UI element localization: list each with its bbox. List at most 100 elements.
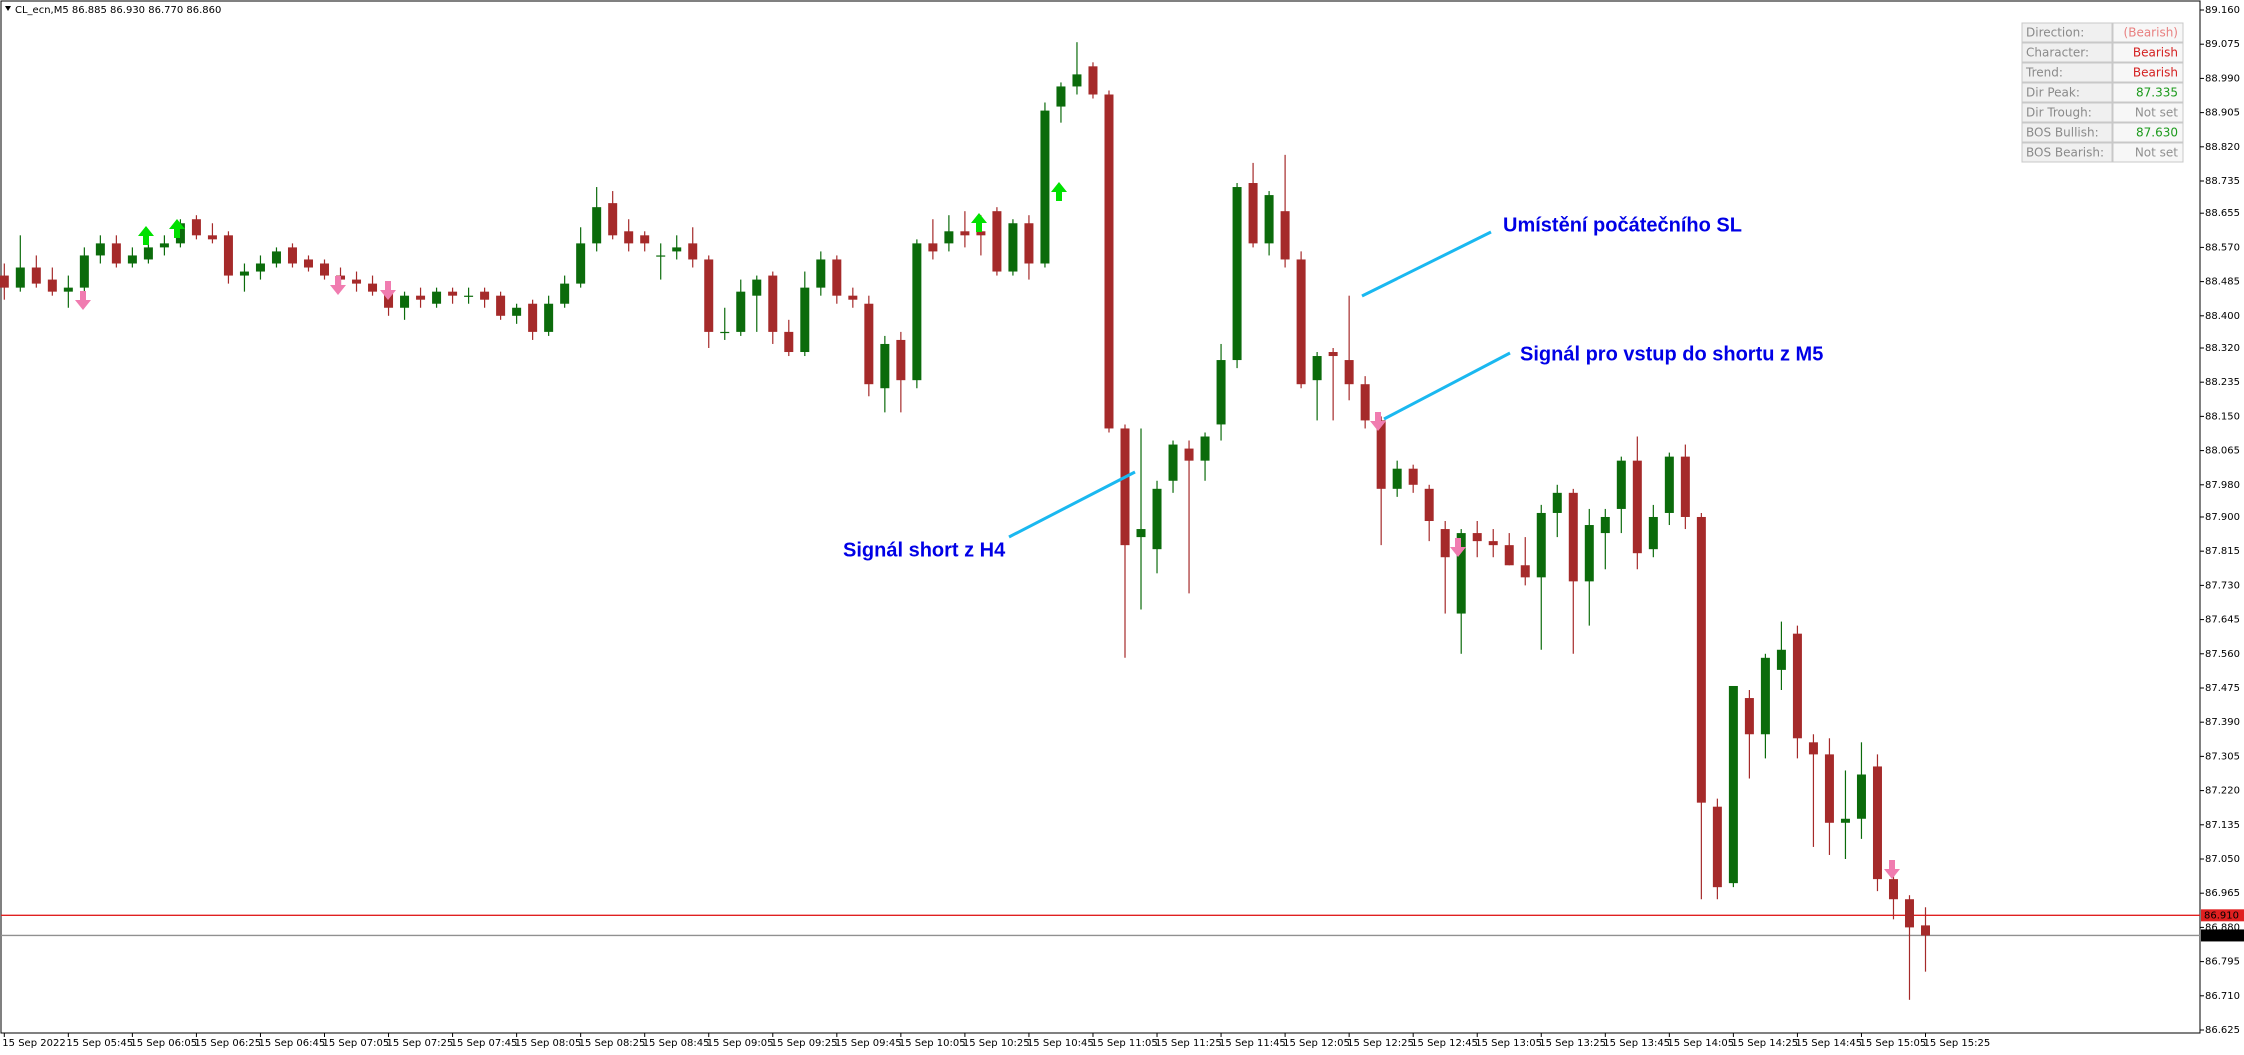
candle-body: [1664, 456, 1674, 513]
panel-label-cell: [2021, 122, 2113, 143]
y-tick-label: 88.485: [2205, 277, 2240, 288]
candle-body: [31, 267, 41, 284]
candle-body: [1760, 657, 1770, 735]
y-tick-label: 88.905: [2205, 108, 2240, 119]
candle-body: [672, 247, 682, 252]
candle-body: [704, 259, 714, 332]
candle-body: [255, 263, 265, 272]
panel-value: 87.630: [2136, 126, 2178, 140]
x-tick-label: 15 Sep 12:25: [1347, 1038, 1414, 1049]
candle-body: [432, 291, 442, 304]
candle-body: [1888, 879, 1898, 900]
y-tick-label: 86.965: [2205, 888, 2240, 899]
candle-body: [928, 243, 938, 252]
candle-body: [592, 207, 602, 244]
candle-body: [159, 243, 169, 248]
y-tick-label: 87.645: [2205, 615, 2240, 626]
y-tick-label: 86.710: [2205, 991, 2240, 1002]
candle-body: [816, 259, 826, 288]
price-tag: [2201, 929, 2244, 942]
panel-label-cell: [2021, 142, 2113, 163]
y-tick-label: 87.815: [2205, 546, 2240, 557]
candle-body: [1344, 360, 1354, 385]
buy-arrow: [1051, 182, 1067, 201]
x-tick-label: 15 Sep 14:25: [1731, 1038, 1798, 1049]
candle-body: [1440, 529, 1450, 558]
y-tick-label: 87.900: [2205, 512, 2240, 523]
annotation: Signál short z H4: [843, 539, 1006, 561]
candle-body: [1008, 223, 1018, 272]
candle-body: [175, 223, 185, 244]
panel-value: Bearish: [2133, 46, 2178, 60]
sell-arrow: [1884, 860, 1900, 879]
candle-body: [111, 243, 121, 264]
candle-body: [384, 291, 394, 308]
x-tick-label: 15 Sep 14:45: [1795, 1038, 1862, 1049]
candle-body: [1232, 187, 1242, 361]
x-tick-label: 15 Sep 06:05: [130, 1038, 197, 1049]
panel-value: 87.335: [2136, 86, 2178, 100]
panel-label: Character:: [2026, 46, 2089, 60]
candle-body: [688, 243, 698, 260]
candle-body: [1472, 533, 1482, 542]
candle-body: [1424, 488, 1434, 522]
candle-body: [864, 303, 874, 385]
panel-value: (Bearish): [2124, 26, 2178, 40]
panel-value-cell: [2112, 102, 2184, 123]
candle-body: [1648, 516, 1658, 550]
candle-body: [768, 275, 778, 332]
x-tick-label: 15 Sep 15:25: [1924, 1038, 1991, 1049]
candle-body: [1680, 456, 1690, 517]
candle-body: [944, 231, 954, 244]
candle-body: [448, 291, 458, 296]
candle-body: [1248, 183, 1258, 244]
candle-body: [1488, 541, 1498, 546]
candle-body: [1152, 488, 1162, 550]
y-tick-label: 88.065: [2205, 446, 2240, 457]
x-tick-label: 15 Sep 11:45: [1219, 1038, 1286, 1049]
candle-body: [1104, 94, 1114, 429]
candle-body: [303, 259, 313, 268]
y-tick-label: 88.400: [2205, 311, 2240, 322]
x-tick-label: 15 Sep 08:45: [643, 1038, 710, 1049]
candle-body: [0, 275, 9, 288]
y-tick-label: 88.570: [2205, 242, 2240, 253]
candle-body: [960, 231, 970, 236]
panel-label: BOS Bearish:: [2026, 146, 2104, 160]
y-tick-label: 87.390: [2205, 717, 2240, 728]
candle-body: [1296, 259, 1306, 385]
candle-body: [880, 343, 890, 389]
candle-body: [1392, 468, 1402, 489]
candle-body: [1408, 468, 1418, 485]
x-tick-label: 15 Sep 07:45: [451, 1038, 518, 1049]
candle-body: [640, 235, 650, 244]
candle-body: [848, 295, 858, 300]
candle-body: [528, 303, 538, 332]
x-tick-label: 15 Sep 07:25: [387, 1038, 454, 1049]
y-tick-label: 87.050: [2205, 854, 2240, 865]
panel-label-cell: [2021, 62, 2113, 83]
x-tick-label: 15 Sep 13:45: [1603, 1038, 1670, 1049]
x-tick-label: 15 Sep 15:05: [1859, 1038, 1926, 1049]
y-tick-label: 87.730: [2205, 580, 2240, 591]
annotation-lines: [1008, 230, 1511, 539]
panel-value-cell: [2112, 82, 2184, 103]
candle-body: [1728, 685, 1738, 884]
buy-arrow: [169, 219, 185, 238]
candle-body: [576, 243, 586, 284]
x-tick-label: 15 Sep 10:45: [1027, 1038, 1094, 1049]
y-tick-label: 87.980: [2205, 480, 2240, 491]
x-tick-label: 15 Sep 08:05: [515, 1038, 582, 1049]
panel-label-cell: [2021, 102, 2113, 123]
sell-arrow: [330, 276, 346, 295]
annotation-line: [1383, 351, 1511, 421]
candle-body: [223, 235, 233, 276]
panel-value: Bearish: [2133, 66, 2178, 80]
candle-body: [1216, 360, 1226, 425]
candle-body: [512, 307, 522, 316]
annotation: Umístění počátečního SL: [1503, 214, 1742, 236]
x-tick-label: 15 Sep 10:05: [899, 1038, 966, 1049]
y-tick-label: 89.075: [2205, 39, 2240, 50]
candle-body: [800, 287, 810, 353]
